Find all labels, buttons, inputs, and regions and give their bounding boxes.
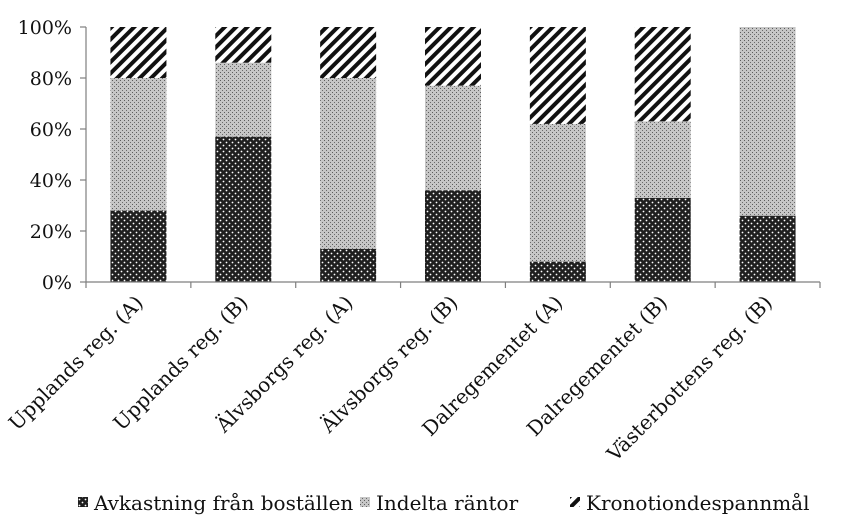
- bar-segment-1-6: [739, 27, 796, 216]
- bar-segment-2-0: [110, 27, 167, 78]
- bar-segment-0-4: [529, 261, 586, 282]
- y-tick-label-1: 20%: [30, 221, 72, 243]
- bar-segment-0-6: [739, 215, 796, 282]
- bar-segment-0-2: [320, 248, 377, 282]
- y-tick-label-0: 0%: [42, 272, 72, 294]
- y-tick-label-2: 40%: [30, 170, 72, 192]
- bar-segment-0-5: [634, 197, 691, 282]
- bar-segment-2-1: [215, 27, 272, 63]
- bar-segment-1-3: [425, 85, 481, 191]
- bar-segment-2-5: [634, 27, 691, 122]
- bar-segment-1-2: [320, 78, 377, 249]
- legend-swatch-0: [78, 497, 88, 507]
- bar-segment-0-3: [425, 190, 481, 282]
- bar-segment-1-4: [529, 123, 586, 262]
- bar-segment-2-4: [529, 27, 586, 124]
- legend-swatch-2: [570, 497, 580, 507]
- bar-segment-2-2: [320, 27, 377, 78]
- bar-segment-0-0: [110, 210, 167, 282]
- y-tick-label-4: 80%: [30, 68, 72, 90]
- bar-segment-2-3: [425, 27, 481, 86]
- legend-label-0: Avkastning från boställen: [93, 491, 353, 515]
- legend-swatch-1: [360, 497, 370, 507]
- bar-segment-0-1: [215, 136, 272, 282]
- legend-label-2: Kronotiondespannmål: [586, 491, 810, 515]
- legend-label-1: Indelta räntor: [376, 491, 519, 515]
- y-tick-label-5: 100%: [18, 17, 72, 39]
- bar-segment-1-0: [110, 78, 167, 211]
- y-tick-label-3: 60%: [30, 119, 72, 141]
- bar-segment-1-5: [634, 121, 691, 198]
- bar-segment-1-1: [215, 62, 272, 137]
